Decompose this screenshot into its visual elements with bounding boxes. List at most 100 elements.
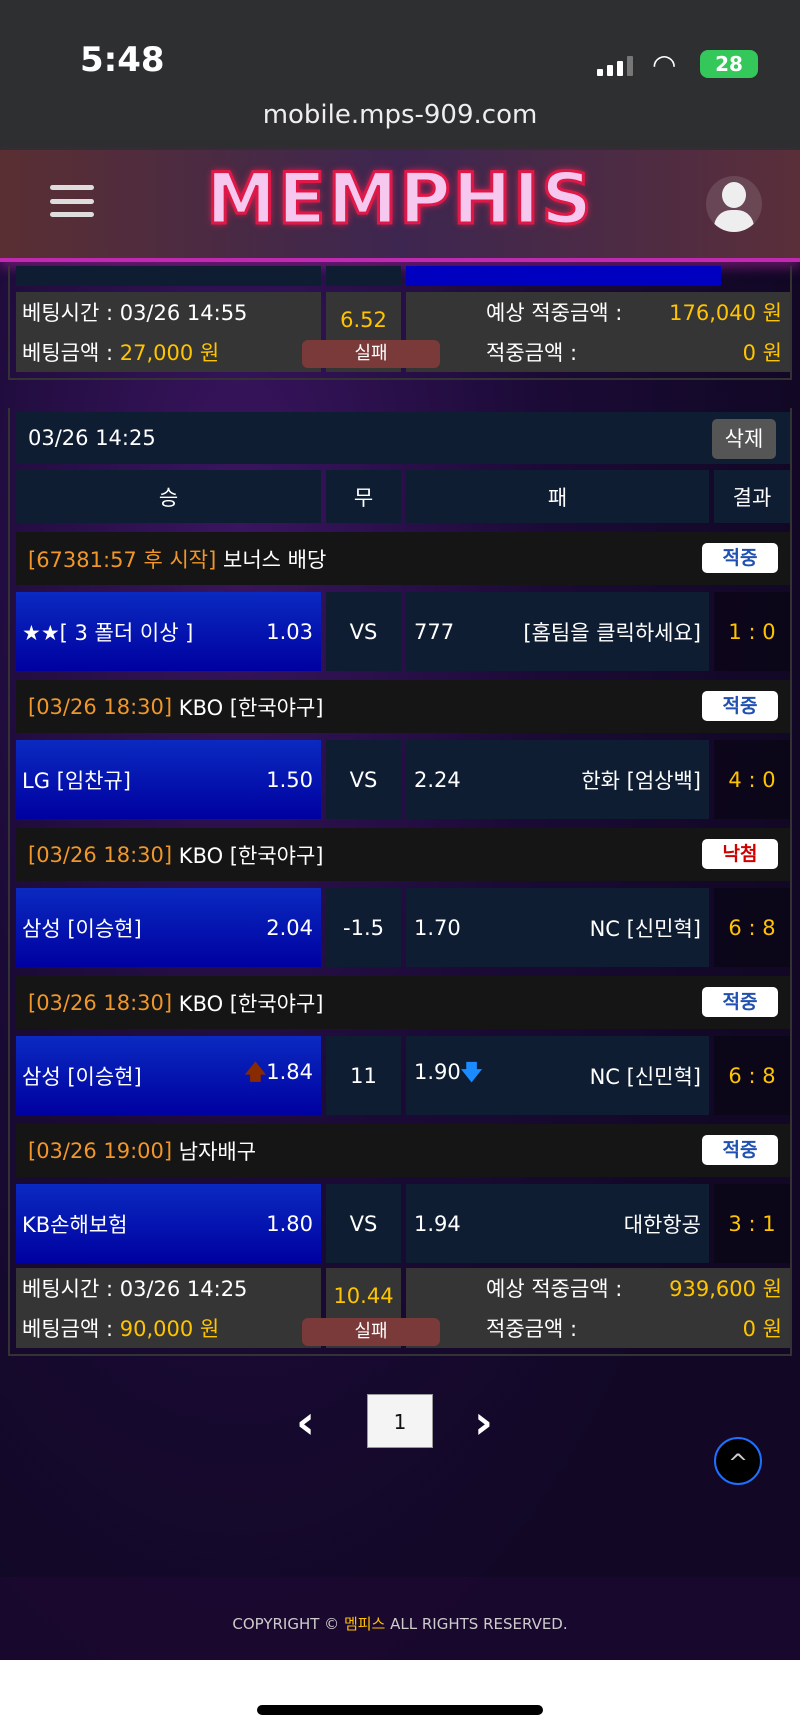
expected-label: 예상 적중금액 : xyxy=(486,1277,623,1301)
arrow-up-icon: 🡅 xyxy=(244,1060,267,1084)
result-badge: 실패 xyxy=(302,340,440,368)
league: 남자배구 xyxy=(178,1139,257,1164)
result-badge: 실패 xyxy=(302,1318,440,1346)
home-team: 삼성 [이승현] xyxy=(22,916,142,941)
league: KBO [한국야구] xyxy=(178,843,324,868)
home-team: LG [임찬규] xyxy=(22,768,131,793)
away-team: NC [신민혁] xyxy=(589,916,701,941)
draw-pick[interactable]: -1.5 xyxy=(326,888,401,967)
wifi-icon: ◠ xyxy=(652,48,677,81)
match-time: [03/26 18:30] xyxy=(28,694,173,719)
home-pick[interactable]: 삼성 [이승현] 🡅1.84 xyxy=(16,1036,321,1115)
won-label: 적중금액 : xyxy=(486,1317,578,1341)
bet-amount: 27,000 원 xyxy=(119,341,220,365)
status-badge: 낙첨 xyxy=(702,839,778,869)
col-result: 결과 xyxy=(714,470,790,523)
url-bar[interactable]: mobile.mps-909.com xyxy=(262,100,538,130)
score: 6 : 8 xyxy=(714,1036,790,1115)
copyright-text: COPYRIGHT © xyxy=(232,1615,344,1633)
bet-time: 베팅시간 : 03/26 14:25 xyxy=(22,1277,248,1301)
home-indicator xyxy=(0,1660,800,1732)
home-pick[interactable]: ★★[ 3 폴더 이상 ] 1.03 xyxy=(16,592,321,671)
match-time: [03/26 18:30] xyxy=(28,842,173,867)
match-header: [03/26 18:30] KBO [한국야구] 적중 xyxy=(16,680,790,733)
bet-panel: 03/26 14:25 삭제 승 무 패 결과 [67381:57 후 시작] … xyxy=(8,408,792,1356)
score: 6 : 8 xyxy=(714,888,790,967)
bet-date-row: 03/26 14:25 삭제 xyxy=(16,412,790,464)
status-badge: 적중 xyxy=(702,543,778,573)
draw-pick[interactable]: VS xyxy=(326,1184,401,1263)
won-amount: 0 원 xyxy=(742,1317,782,1341)
away-pick[interactable]: 1.94 대한항공 xyxy=(406,1184,709,1263)
home-pick[interactable]: KB손해보험 1.80 xyxy=(16,1184,321,1263)
home-odds: 1.50 xyxy=(266,767,313,792)
hamburger-menu-icon[interactable] xyxy=(50,185,94,217)
expected-label: 예상 적중금액 : xyxy=(486,301,623,325)
home-team: KB손해보험 xyxy=(22,1212,128,1237)
bet-amount-label: 베팅금액 : xyxy=(22,341,120,365)
away-pick[interactable]: 1.70 NC [신민혁] xyxy=(406,888,709,967)
scroll-top-icon[interactable]: ^ xyxy=(714,1437,762,1485)
match-header: [67381:57 후 시작] 보너스 배당 적중 xyxy=(16,532,790,585)
away-team: NC [신민혁] xyxy=(589,1064,701,1089)
away-team: 대한항공 xyxy=(623,1212,701,1237)
match-time: [03/26 18:30] xyxy=(28,990,173,1015)
bet-amount: 90,000 원 xyxy=(119,1317,220,1341)
signal-icon xyxy=(597,56,633,76)
away-pick[interactable]: 777 [홈팀을 클릭하세요] xyxy=(406,592,709,671)
league: KBO [한국야구] xyxy=(178,991,324,1016)
expected-amount: 176,040 원 xyxy=(669,301,782,325)
page-button[interactable]: 1 xyxy=(367,1394,433,1448)
away-odds: 1.94 xyxy=(414,1211,461,1236)
score: 1 : 0 xyxy=(714,592,790,671)
home-odds: 1.80 xyxy=(266,1211,313,1236)
arrow-down-icon: 🡇 xyxy=(460,1060,483,1084)
col-lose: 패 xyxy=(406,470,709,523)
col-win: 승 xyxy=(16,470,321,523)
status-bar: 5:48 ◠ 28 mobile.mps-909.com xyxy=(0,0,800,150)
won-amount: 0 원 xyxy=(742,341,782,365)
away-pick[interactable]: 2.24 한화 [엄상백] xyxy=(406,740,709,819)
battery-icon: 28 xyxy=(700,50,758,78)
delete-button[interactable]: 삭제 xyxy=(712,419,776,459)
score: 3 : 1 xyxy=(714,1184,790,1263)
home-team: ★★[ 3 폴더 이상 ] xyxy=(22,620,194,645)
bet-time: 베팅시간 : 03/26 14:55 xyxy=(22,301,248,325)
brand-name: 멤피스 xyxy=(343,1615,386,1633)
bet-date: 03/26 14:25 xyxy=(28,426,156,450)
match-header: [03/26 19:00] 남자배구 적중 xyxy=(16,1124,790,1177)
away-team: 한화 [엄상백] xyxy=(581,768,701,793)
expected-amount: 939,600 원 xyxy=(669,1277,782,1301)
home-pick[interactable]: LG [임찬규] 1.50 xyxy=(16,740,321,819)
home-odds: 1.03 xyxy=(266,619,313,644)
league: KBO [한국야구] xyxy=(178,695,324,720)
draw-pick[interactable]: VS xyxy=(326,740,401,819)
away-odds: 777 xyxy=(414,619,455,644)
user-icon[interactable] xyxy=(706,176,762,232)
copyright-suffix: ALL RIGHTS RESERVED. xyxy=(385,1615,568,1633)
home-pick[interactable]: 삼성 [이승현] 2.04 xyxy=(16,888,321,967)
away-team: [홈팀을 클릭하세요] xyxy=(523,620,701,645)
home-team: 삼성 [이승현] xyxy=(22,1064,142,1089)
draw-pick[interactable]: VS xyxy=(326,592,401,671)
away-odds: 1.70 xyxy=(414,915,461,940)
away-pick[interactable]: 1.90🡇 NC [신민혁] xyxy=(406,1036,709,1115)
status-badge: 적중 xyxy=(702,691,778,721)
clock: 5:48 xyxy=(80,40,165,80)
league: 보너스 배당 xyxy=(223,547,327,572)
status-badge: 적중 xyxy=(702,987,778,1017)
logo[interactable]: MEMPHIS xyxy=(205,157,594,242)
home-odds: 1.84 xyxy=(266,1060,313,1084)
match-time: [03/26 19:00] xyxy=(28,1138,173,1163)
away-odds: 2.24 xyxy=(414,767,461,792)
next-page-icon[interactable]: › xyxy=(474,1395,493,1449)
match-header: [03/26 18:30] KBO [한국야구] 낙첨 xyxy=(16,828,790,881)
status-badge: 적중 xyxy=(702,1135,778,1165)
home-odds: 2.04 xyxy=(266,915,313,940)
prev-bet-panel: 베팅시간 : 03/26 14:55 베팅금액 : 27,000 원 6.52 … xyxy=(8,266,792,380)
prev-page-icon[interactable]: ‹ xyxy=(296,1395,315,1449)
col-draw: 무 xyxy=(326,470,401,523)
draw-pick[interactable]: 11 xyxy=(326,1036,401,1115)
footer: COPYRIGHT © 멤피스 ALL RIGHTS RESERVED. xyxy=(0,1577,800,1660)
match-time: [67381:57 후 시작] xyxy=(28,547,217,572)
